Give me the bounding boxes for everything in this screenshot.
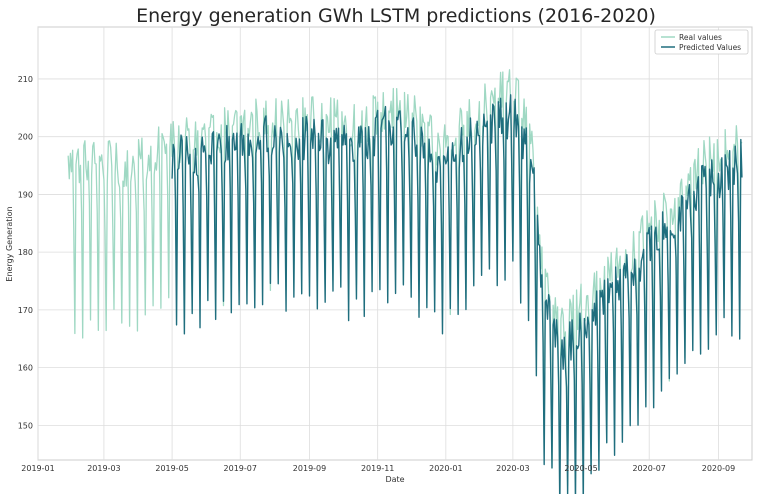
chart-title: Energy generation GWh LSTM predictions (… [136,5,656,27]
y-tick-label: 200 [18,133,33,142]
x-tick-label: 2019-11 [361,464,394,473]
x-tick-label: 2020-01 [429,464,462,473]
legend-label-real: Real values [679,33,722,42]
y-tick-label: 180 [18,248,33,257]
legend: Real values Predicted Values [654,29,749,55]
y-tick-label: 170 [18,306,33,315]
y-tick-label: 160 [18,364,33,373]
x-tick-label: 2020-07 [632,464,665,473]
y-axis-label: Energy Generation [5,206,14,281]
legend-label-predicted: Predicted Values [679,43,741,52]
x-axis-ticks: 2019-01 2019-03 2019-05 2019-07 2019-09 2019-… [21,464,735,473]
x-tick-label: 2020-05 [564,464,597,473]
y-axis-ticks: 150 160 170 180 190 200 210 [18,75,33,430]
x-tick-label: 2020-03 [496,464,529,473]
x-tick-label: 2019-01 [21,464,54,473]
legend-box [654,29,749,55]
y-tick-label: 210 [18,75,33,84]
y-tick-label: 150 [18,421,33,430]
x-tick-label: 2019-05 [155,464,188,473]
x-tick-label: 2019-09 [293,464,326,473]
series-line-predicted [171,94,743,494]
x-tick-label: 2019-03 [87,464,120,473]
x-tick-label: 2020-09 [702,464,735,473]
x-axis-label: Date [385,475,404,484]
y-tick-label: 190 [18,190,33,199]
series-layer [67,69,743,494]
x-tick-label: 2019-07 [224,464,257,473]
